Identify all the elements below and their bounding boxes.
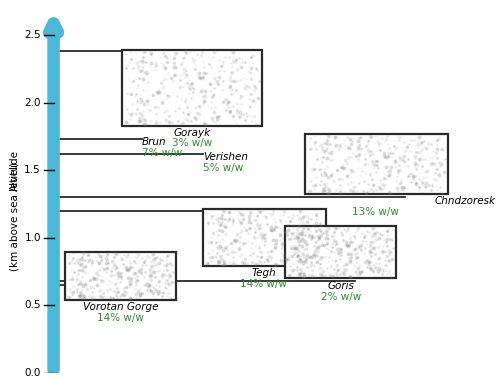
Text: 1.5: 1.5: [24, 165, 41, 175]
Text: Tegh: Tegh: [251, 268, 276, 278]
Text: 13% w/w: 13% w/w: [352, 207, 399, 217]
Text: 2% w/w: 2% w/w: [320, 291, 361, 302]
Text: Gorayk: Gorayk: [174, 128, 210, 138]
Bar: [204, 209, 326, 266]
Text: Chndzoresk: Chndzoresk: [434, 196, 496, 207]
Text: 7% w/w: 7% w/w: [142, 148, 182, 158]
Text: Verishen: Verishen: [204, 152, 248, 162]
Bar: [285, 226, 396, 278]
Text: 14% w/w: 14% w/w: [240, 279, 287, 289]
Bar: [122, 50, 262, 125]
Text: 0.5: 0.5: [24, 300, 41, 310]
Text: Vorotan Gorge: Vorotan Gorge: [83, 302, 158, 312]
FancyArrowPatch shape: [49, 23, 58, 370]
Text: 3% w/w: 3% w/w: [172, 138, 212, 149]
Text: 1.0: 1.0: [24, 233, 41, 243]
Text: 14% w/w: 14% w/w: [98, 313, 144, 323]
Text: Altitude: Altitude: [10, 150, 20, 191]
Text: Goris: Goris: [328, 281, 354, 291]
Text: (km above sea level): (km above sea level): [10, 162, 20, 271]
Bar: [306, 134, 448, 194]
Text: 0.0: 0.0: [24, 368, 41, 377]
Text: 5% w/w: 5% w/w: [204, 163, 244, 173]
Text: Brun: Brun: [142, 137, 167, 147]
Bar: [65, 252, 176, 300]
Text: 2.0: 2.0: [24, 98, 41, 108]
Text: 2.5: 2.5: [24, 30, 41, 40]
